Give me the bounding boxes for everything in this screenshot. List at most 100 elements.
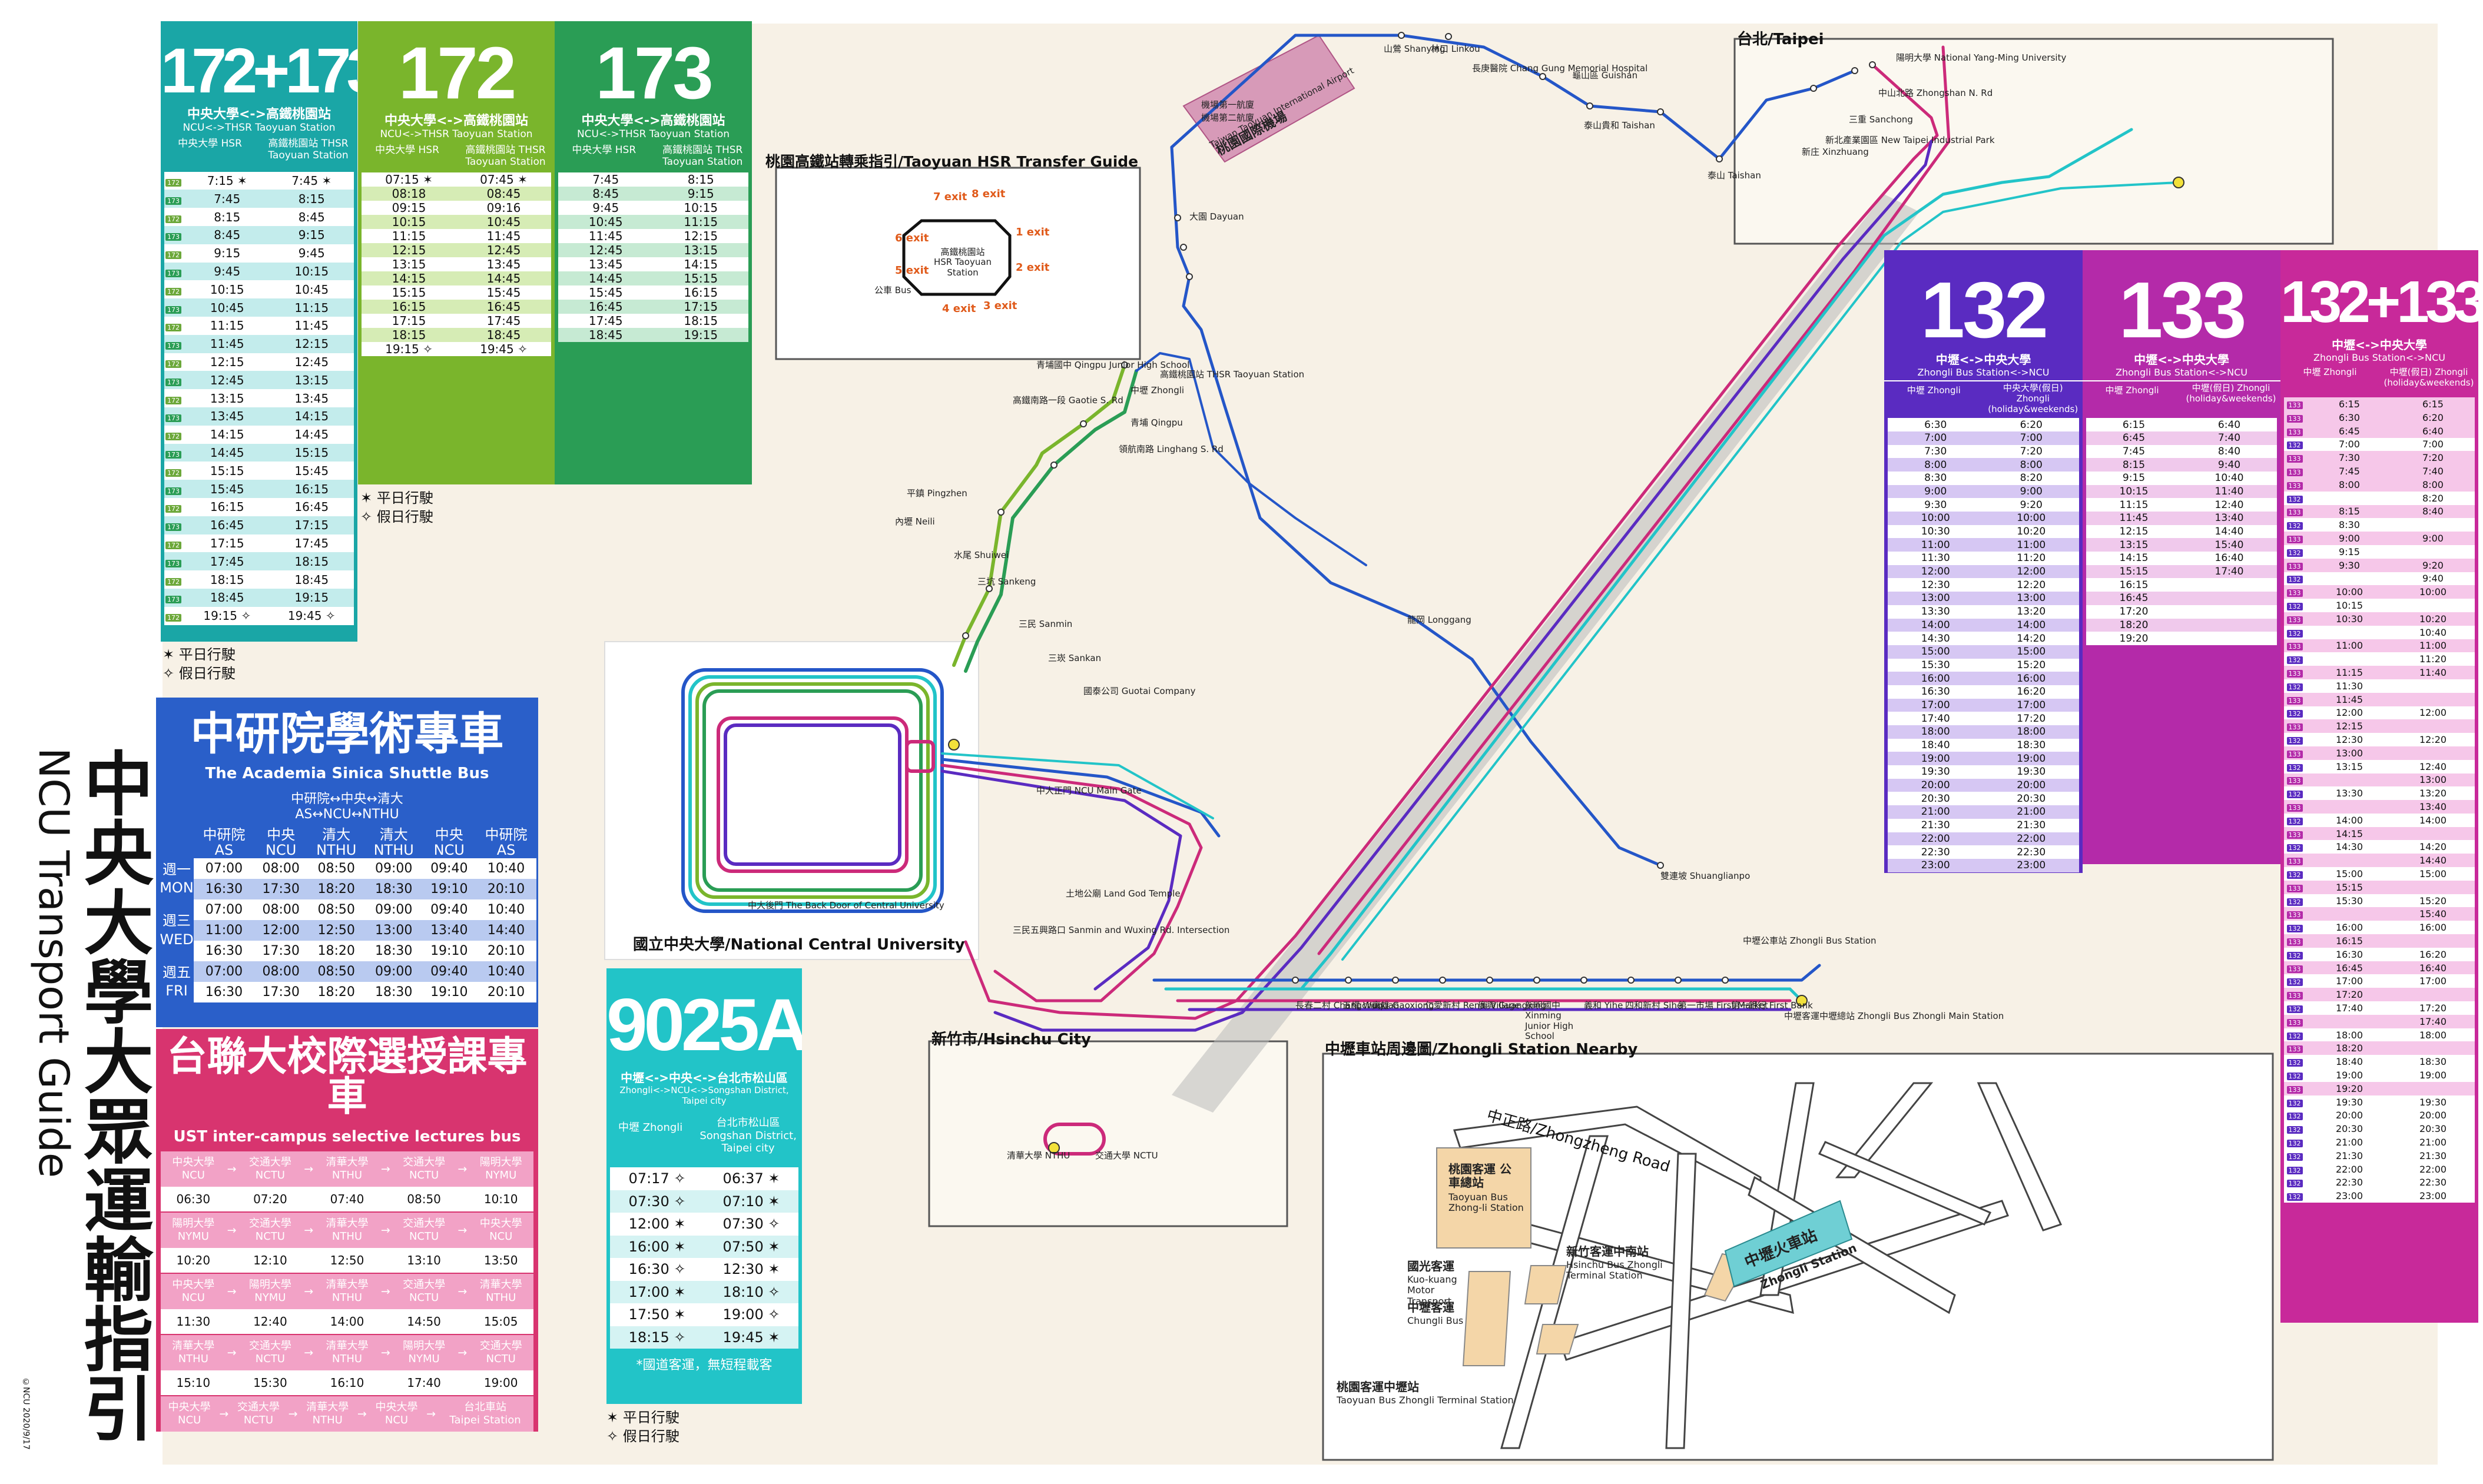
table-row: 132 18:00 18:00 [2284, 1028, 2475, 1042]
stop-header-en: NYMU [408, 1353, 440, 1365]
table-row: 15:00 15:00 [1888, 645, 2079, 659]
route-badge: 133 [2286, 831, 2303, 839]
table-row: 17:00 17:00 [1888, 698, 2079, 712]
corner-cell [160, 826, 194, 858]
schedule-time: 19:10 [422, 941, 476, 961]
legend-holiday: ✧ 假日行駛 [163, 665, 236, 682]
departure-time: 16:45 [2119, 592, 2149, 605]
table-row: 133 15:40 [2284, 907, 2475, 921]
table-row: 18:40 18:30 [1888, 738, 2079, 752]
departure-time: 16:00 [1921, 672, 1950, 685]
arrival-time: 9:00 [2422, 533, 2444, 545]
chungli-label-en: Chungli Bus [1407, 1315, 1464, 1326]
col-zhongli: 中壢 Zhongli [2105, 385, 2159, 396]
route-badge-cell: 173 [164, 298, 185, 317]
table-row: 19:15 ✧ 19:45 ✧ [362, 341, 551, 356]
route-badge-cell: 173 [164, 226, 185, 244]
stop-header-en: NTHU [373, 842, 414, 858]
arrival-time: 23:00 [2017, 859, 2046, 872]
stop-header-zh: 中央 [435, 826, 463, 843]
table-row: 133 15:15 [2284, 880, 2475, 894]
stop-header: 交通大學 NCTU [468, 1335, 533, 1370]
stop-header: 中研院 AS [194, 826, 254, 858]
ust-block: 中央大學 NCU → 交通大學 NCTU → 清華大學 NTHU → 交通大學 NCTU → 陽明大學 N… [161, 1151, 533, 1211]
schedule-time: 12:10 [237, 1248, 303, 1273]
departure-time: 16:15 [2119, 579, 2149, 591]
stop-header-zh: 清華大學 [326, 1279, 369, 1292]
arrival-time: 15:45 [486, 285, 521, 300]
table-row: 173 15:45 16:15 [164, 480, 354, 499]
departure-time: 15:30 [1921, 659, 1950, 671]
column-header: 中央大學 HSR 高鐵桃園站 THSR Taoyuan Station [161, 137, 357, 172]
table-row: 16:30 17:30 18:20 18:30 19:10 20:10 [160, 982, 536, 1002]
route-subtitle: Zhongli<->NCU<->Songshan District, Taipe… [619, 1085, 789, 1106]
table-row: 172 12:15 12:45 [164, 353, 354, 371]
route-badge: 132 [2286, 1153, 2303, 1161]
arrival-time [2391, 1041, 2475, 1055]
arrival-time [2182, 578, 2277, 592]
arrival-time: 08:45 [486, 186, 521, 201]
stop-header-zh: 中央 [267, 826, 296, 843]
arrival-time: 20:00 [2419, 1110, 2447, 1121]
stop-header-zh: 清華大學 [326, 1340, 369, 1353]
table-row: 172 13:15 13:45 [164, 389, 354, 408]
stop-header-en: AS [496, 842, 516, 858]
route-badge-cell: 173 [164, 190, 185, 208]
departure-time: 08:18 [392, 186, 426, 201]
route-badge-cell: 133 [2284, 559, 2308, 572]
route-badge: 172 [165, 360, 181, 368]
route-badge: 133 [2286, 509, 2303, 517]
terminal-dot-zhongli [1796, 995, 1808, 1007]
route-badge: 173 [165, 596, 181, 604]
route-badge: 132 [2286, 549, 2303, 557]
route-subtitle: Zhongli Bus Station<->NCU [1917, 367, 2050, 378]
timetable-table: 133 6:15 6:15 133 6:30 6:20 133 6:45 6:40 132 7:00… [2284, 397, 2475, 1203]
arrival-time: 17:40 [2215, 566, 2244, 578]
stop-label: 仁愛新村 Renai Village [1425, 1000, 1520, 1011]
spacer [226, 1248, 238, 1273]
stop-header: 清華大學 NTHU [314, 1274, 380, 1309]
table-row: 6:15 6:40 [2086, 418, 2277, 431]
table-row: 21:30 21:30 [1888, 818, 2079, 832]
arrival-time: 20:30 [2419, 1123, 2447, 1135]
arrival-time: 8:20 [2422, 492, 2444, 504]
departure-time: 19:20 [2119, 632, 2149, 645]
arrival-time: 11:00 [2017, 539, 2046, 551]
departure-time: 18:00 [2335, 1029, 2363, 1041]
route-badge: 173 [165, 197, 181, 205]
departure-time: 17:50 ✶ [628, 1306, 686, 1323]
stop-label: 清華大學 NTHU [1007, 1150, 1070, 1161]
table-row: 12:00 12:00 [1888, 565, 2079, 579]
route-title: 中壢<->中央<->台北市松山區 [621, 1071, 788, 1085]
table-row: 132 19:00 19:00 [2284, 1068, 2475, 1082]
route-badge: 133 [2286, 992, 2303, 1000]
zhongli-rail-station-badge [1724, 1200, 1853, 1287]
stop-header-en: NTHU [316, 842, 357, 858]
hsr-exit-8: 8 exit [972, 188, 1006, 200]
arrival-time: 14:20 [2419, 841, 2447, 853]
departure-time: 12:00 ✶ [628, 1216, 686, 1233]
route-badge-cell: 133 [2284, 773, 2308, 787]
arrival-time: 19:45 ✶ [722, 1329, 780, 1346]
departure-time: 16:00 [2335, 922, 2363, 934]
arrival-time: 15:20 [2419, 895, 2447, 907]
arrow-icon: → [379, 1151, 392, 1187]
table-row: 9:30 9:20 [1888, 498, 2079, 512]
col-ncu-holiday: 中央大學(假日) Zhongli (holiday&weekends) [1988, 383, 2078, 415]
route-badge: 132 [2286, 495, 2303, 503]
table-row: 132 7:00 7:00 [2284, 437, 2475, 451]
route-badge: 132 [2286, 951, 2303, 960]
table-row: 16:00 ✶ 07:50 ✶ [610, 1235, 798, 1258]
route-badge: 132 [2286, 629, 2303, 638]
table-row: 8:15 9:40 [2086, 458, 2277, 472]
stop-header: 清華大學 NTHU [161, 1335, 226, 1370]
arrival-time [2391, 599, 2475, 612]
departure-time: 19:00 [2335, 1069, 2363, 1081]
stop-label: 龜山區 Guishan [1572, 70, 1638, 81]
stop-label: 高鐵南路一段 Gaotie S. Rd [1013, 395, 1123, 406]
day-en: WED [160, 931, 194, 948]
schedule-time: 13:00 [364, 920, 423, 941]
arrival-time: 7:00 [2020, 432, 2043, 444]
departure-time: 09:15 [392, 200, 426, 215]
table-row: 173 18:45 19:15 [164, 589, 354, 607]
